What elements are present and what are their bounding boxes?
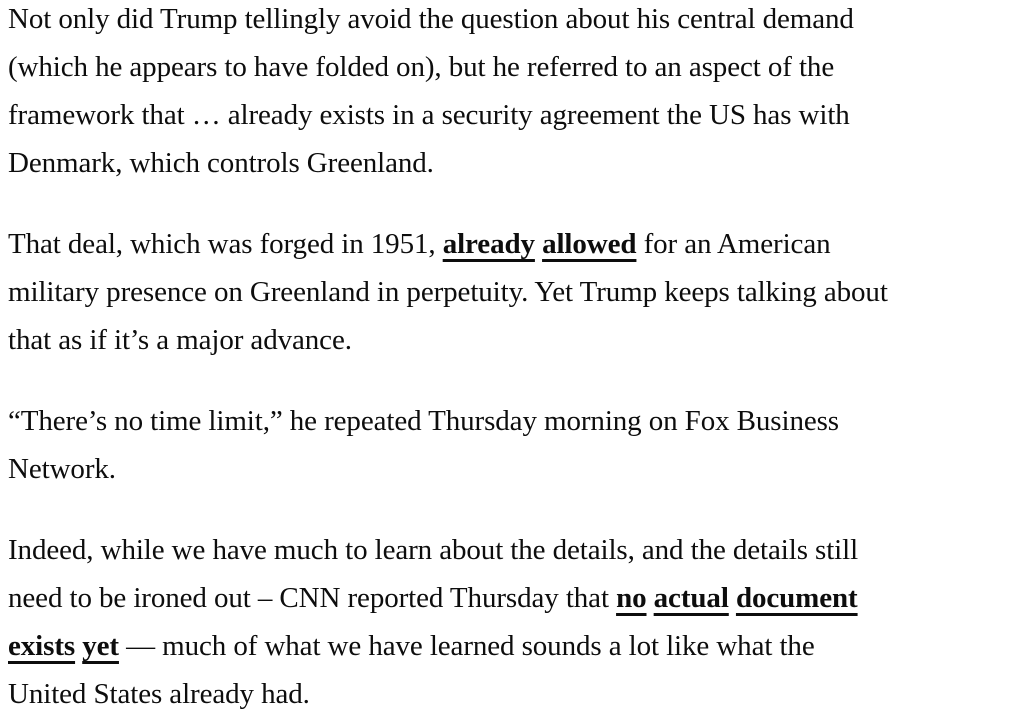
text-run: framework that … already exists in a sec… [8, 99, 850, 131]
text-run: military presence on Greenland in perpet… [8, 276, 888, 308]
text-line: military presence on Greenland in perpet… [8, 268, 1016, 316]
paragraph: Indeed, while we have much to learn abou… [8, 526, 1016, 718]
text-run: Not only did Trump tellingly avoid the q… [8, 3, 854, 35]
text-line: (which he appears to have folded on), bu… [8, 43, 1016, 91]
paragraph: Not only did Trump tellingly avoid the q… [8, 0, 1016, 187]
inline-link[interactable]: no actual document [616, 582, 858, 614]
text-line: that as if it’s a major advance. [8, 316, 1016, 364]
link-word[interactable]: document [735, 582, 858, 614]
text-line: framework that … already exists in a sec… [8, 91, 1016, 139]
text-run: (which he appears to have folded on), bu… [8, 51, 835, 83]
text-line: United States already had. [8, 670, 1016, 718]
text-run: — much of what we have learned sounds a … [118, 630, 815, 662]
text-line: exists yet — much of what we have learne… [8, 622, 1016, 670]
paragraph: “There’s no time limit,” he repeated Thu… [8, 397, 1016, 493]
link-word[interactable]: exists [8, 630, 76, 662]
text-line: That deal, which was forged in 1951, alr… [8, 220, 1016, 268]
text-run: Indeed, while we have much to learn abou… [8, 534, 859, 566]
text-line: Network. [8, 445, 1016, 493]
text-run: that as if it’s a major advance. [8, 324, 352, 356]
text-line: “There’s no time limit,” he repeated Thu… [8, 397, 1016, 445]
inline-link[interactable]: exists yet [8, 630, 119, 662]
text-line: Denmark, which controls Greenland. [8, 139, 1016, 187]
text-line: Indeed, while we have much to learn abou… [8, 526, 1016, 574]
link-word[interactable]: yet [82, 630, 119, 662]
text-line: need to be ironed out – CNN reported Thu… [8, 574, 1016, 622]
link-word[interactable]: actual [653, 582, 729, 614]
link-word[interactable]: allowed [542, 228, 637, 260]
inline-link[interactable]: already allowed [443, 228, 637, 260]
text-run: That deal, which was forged in 1951, [8, 228, 443, 260]
text-run: need to be ironed out – CNN reported Thu… [8, 582, 617, 614]
link-word[interactable]: already [442, 228, 535, 260]
text-line: Not only did Trump tellingly avoid the q… [8, 0, 1016, 43]
link-word[interactable]: no [616, 582, 647, 614]
text-run: “There’s no time limit,” he repeated Thu… [8, 405, 839, 437]
text-run: Denmark, which controls Greenland. [8, 147, 434, 179]
text-run: United States already had. [8, 678, 310, 710]
text-run: Network. [8, 453, 116, 485]
paragraph: That deal, which was forged in 1951, alr… [8, 220, 1016, 364]
text-run: for an American [636, 228, 831, 260]
